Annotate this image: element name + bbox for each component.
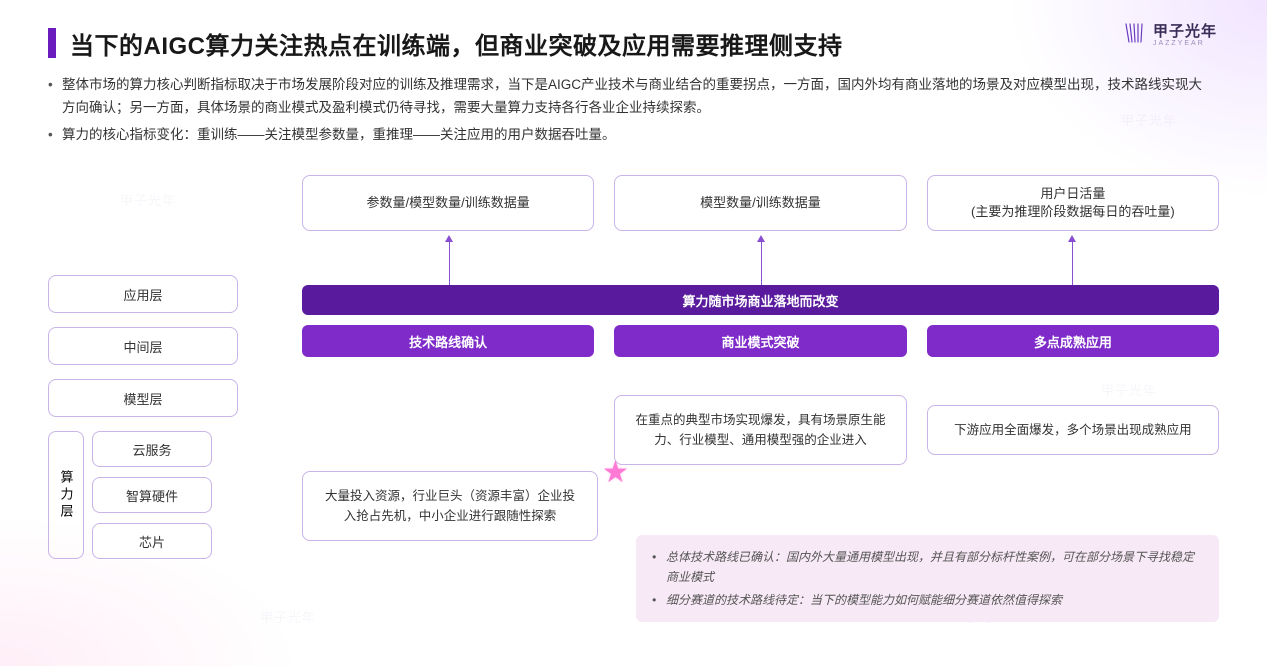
header: 当下的AIGC算力关注热点在训练端，但商业突破及应用需要推理侧支持: [48, 26, 1207, 61]
intro-bullets: 整体市场的算力核心判断指标取决于市场发展阶段对应的训练及推理需求，当下是AIGC…: [48, 74, 1207, 151]
metric-box-3: 用户日活量 (主要为推理阶段数据每日的吞吐量): [927, 175, 1219, 231]
desc-box-b: 在重点的典型市场实现爆发，具有场景原生能力、行业模型、通用模型强的企业进入: [614, 395, 906, 465]
brand: 甲子光年 JAZZYEAR: [1123, 22, 1217, 49]
brand-logo-icon: [1123, 22, 1145, 49]
note-item: 细分赛道的技术路线待定：当下的模型能力如何赋能细分赛道依然值得探索: [652, 590, 1203, 610]
page-title: 当下的AIGC算力关注热点在训练端，但商业突破及应用需要推理侧支持: [70, 26, 843, 61]
layer-stack: 应用层 中间层 模型层 算力层 云服务 智算硬件 芯片: [48, 275, 248, 559]
metric-box-2: 模型数量/训练数据量: [614, 175, 906, 231]
brand-name-cn: 甲子光年: [1153, 24, 1217, 39]
phase-2: 商业模式突破: [614, 325, 906, 357]
diagram: 应用层 中间层 模型层 算力层 云服务 智算硬件 芯片 参数量/模型数量/训练数…: [48, 175, 1219, 636]
phase-row: 技术路线确认 商业模式突破 多点成熟应用: [302, 325, 1219, 357]
bullet-item: 算力的核心指标变化：重训练——关注模型参数量，重推理——关注应用的用户数据吞吐量…: [48, 124, 1207, 147]
compute-item-chip: 芯片: [92, 523, 212, 559]
metric-label: 模型数量/训练数据量: [700, 194, 821, 212]
metric-label: 参数量/模型数量/训练数据量: [367, 194, 530, 212]
star-icon: ★: [602, 455, 629, 490]
metric-label: 用户日活量 (主要为推理阶段数据每日的吞吐量): [971, 185, 1175, 221]
compute-layer-label: 算力层: [48, 431, 84, 559]
bullet-item: 整体市场的算力核心判断指标取决于市场发展阶段对应的训练及推理需求，当下是AIGC…: [48, 74, 1207, 120]
brand-name-en: JAZZYEAR: [1153, 40, 1217, 47]
layer-app: 应用层: [48, 275, 238, 313]
metric-row: 参数量/模型数量/训练数据量 模型数量/训练数据量 用户日活量 (主要为推理阶段…: [302, 175, 1219, 231]
phase-1: 技术路线确认: [302, 325, 594, 357]
banner-bar: 算力随市场商业落地而改变: [302, 285, 1219, 315]
compute-item-hardware: 智算硬件: [92, 477, 212, 513]
compute-layer-group: 算力层 云服务 智算硬件 芯片: [48, 431, 248, 559]
layer-model: 模型层: [48, 379, 238, 417]
compute-item-cloud: 云服务: [92, 431, 212, 467]
note-box: 总体技术路线已确认：国内外大量通用模型出现，并且有部分标杆性案例，可在部分场景下…: [636, 535, 1219, 622]
metric-box-1: 参数量/模型数量/训练数据量: [302, 175, 594, 231]
desc-box-a: 大量投入资源，行业巨头（资源丰富）企业投入抢占先机，中小企业进行跟随性探索: [302, 471, 598, 541]
desc-cell-3: 下游应用全面爆发，多个场景出现成熟应用: [927, 395, 1219, 465]
desc-box-c: 下游应用全面爆发，多个场景出现成熟应用: [927, 405, 1219, 455]
flow-area: 参数量/模型数量/训练数据量 模型数量/训练数据量 用户日活量 (主要为推理阶段…: [266, 175, 1219, 636]
desc-row: 在重点的典型市场实现爆发，具有场景原生能力、行业模型、通用模型强的企业进入 下游…: [302, 395, 1219, 465]
phase-3: 多点成熟应用: [927, 325, 1219, 357]
layer-mid: 中间层: [48, 327, 238, 365]
arrow-row: [302, 231, 1219, 285]
accent-bar: [48, 28, 56, 58]
desc-cell-2: 在重点的典型市场实现爆发，具有场景原生能力、行业模型、通用模型强的企业进入: [614, 395, 906, 465]
note-item: 总体技术路线已确认：国内外大量通用模型出现，并且有部分标杆性案例，可在部分场景下…: [652, 547, 1203, 588]
desc-cell-1: [302, 395, 594, 465]
